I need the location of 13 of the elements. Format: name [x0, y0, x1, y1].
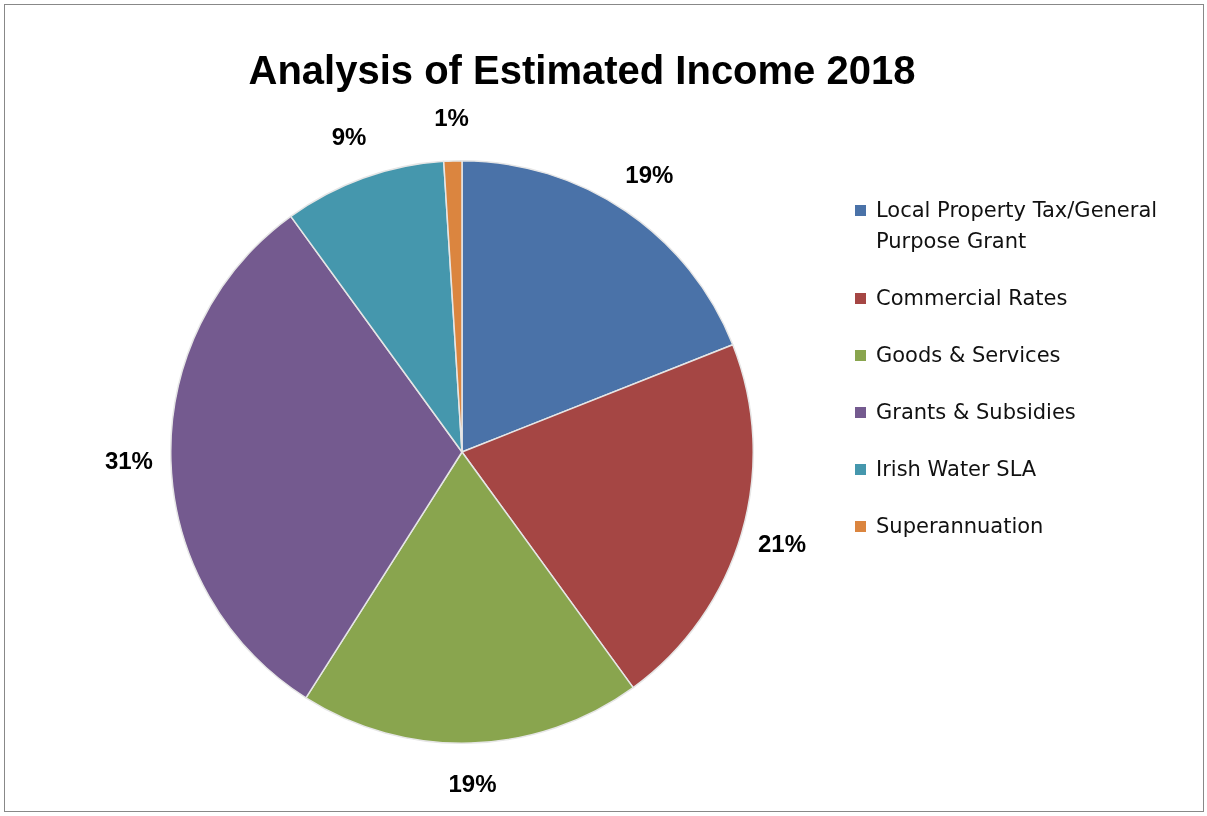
data-label: 9% [331, 123, 367, 151]
legend-label: Superannuation [876, 513, 1044, 540]
data-label: 1% [434, 103, 469, 131]
legend-label: Local Property Tax/General Purpose Grant [876, 197, 1159, 255]
data-label: 21% [757, 529, 807, 557]
data-label: 19% [625, 161, 674, 188]
legend-label: Irish Water SLA [876, 456, 1037, 483]
legend-label: Commercial Rates [876, 285, 1068, 312]
legend-label: Grants & Subsidies [876, 399, 1076, 426]
data-label: 31% [104, 447, 153, 475]
legend-label: Goods & Services [876, 342, 1061, 369]
chart-title: Analysis of Estimated Income 2018 [247, 48, 917, 93]
data-label: 19% [448, 769, 497, 797]
